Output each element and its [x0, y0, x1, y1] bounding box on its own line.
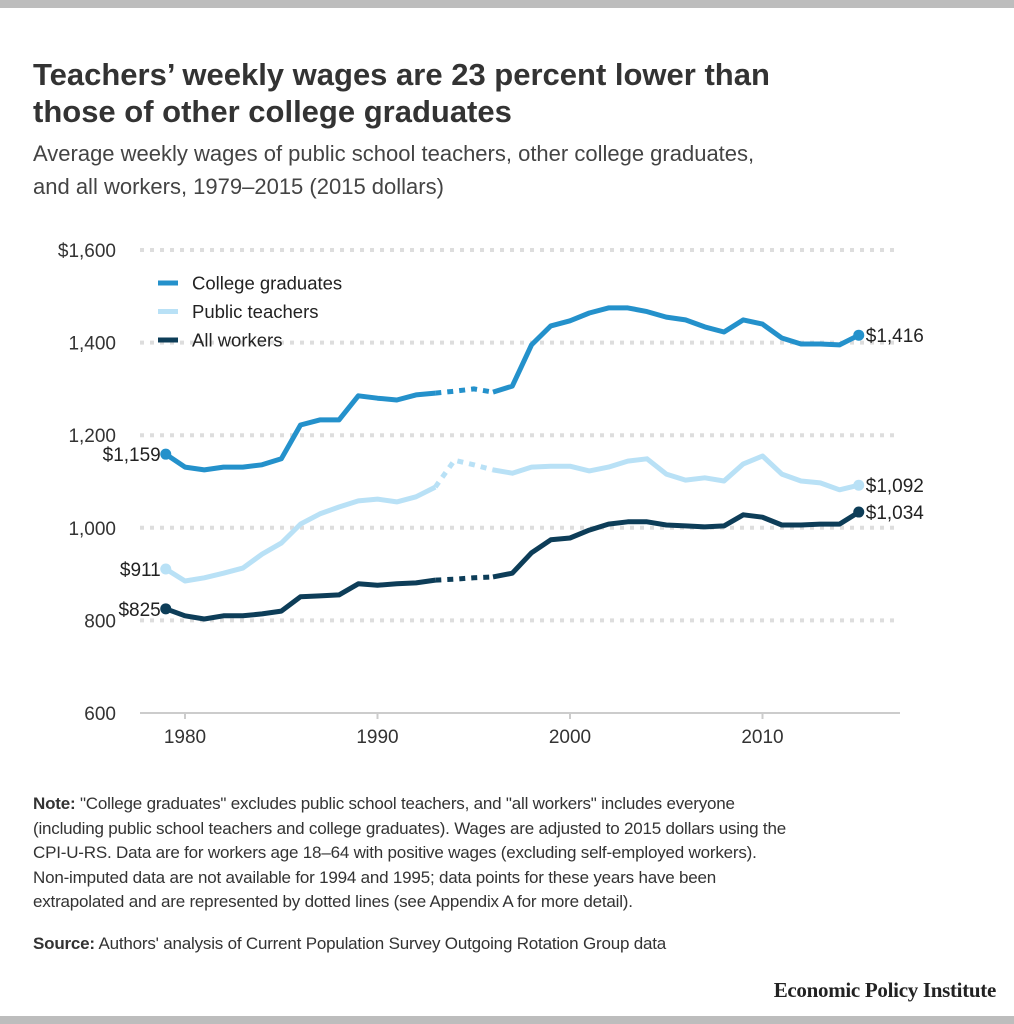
line-chart: 600 800 1,000 1,200 1,400 $1,600 1980 1990 2000 2… [58, 241, 925, 748]
subtitle-line: and all workers, 1979–2015 (2015 dollars… [33, 174, 444, 199]
series-line-solid [164, 390, 436, 473]
chart-subtitle: Average weekly wages of public school te… [33, 137, 993, 203]
chart-title: Teachers’ weekly wages are 23 percent lo… [33, 56, 993, 130]
legend-label: Public teachers [192, 301, 318, 322]
end-point [853, 479, 865, 491]
legend-label: All workers [192, 330, 282, 351]
x-tick-label: 1980 [164, 727, 206, 748]
x-tick-label: 2000 [549, 727, 591, 748]
y-tick-label: $1,600 [58, 241, 116, 262]
note-line: extrapolated and are represented by dott… [33, 892, 633, 911]
source-label: Source: [33, 934, 95, 953]
end-value-label: $1,034 [866, 503, 925, 524]
series-line-solid [492, 305, 860, 395]
top-border [0, 0, 1014, 8]
legend-label: College graduates [192, 273, 342, 294]
note-label: Note: [33, 794, 76, 813]
subtitle-line: Average weekly wages of public school te… [33, 141, 755, 166]
y-tick-label: 600 [84, 704, 116, 725]
chart-source: Source: Authors' analysis of Current Pop… [33, 934, 666, 954]
note-line: Non-imputed data are not available for 1… [33, 867, 717, 887]
start-value-label: $1,159 [103, 445, 161, 466]
y-tick-label: 1,400 [68, 334, 116, 355]
note-line: CPI-U-RS. Data are for workers age 18–64… [33, 843, 757, 862]
source-text: Authors' analysis of Current Population … [94, 934, 667, 953]
y-tick-label: 1,200 [68, 426, 116, 447]
title-line: those of other college graduates [33, 94, 512, 129]
series-line-solid [492, 509, 861, 580]
series-line-dotted [433, 457, 494, 489]
start-point [160, 563, 172, 575]
chart-note: Note: "College graduates" excludes publi… [33, 792, 1003, 915]
y-tick-label: 800 [84, 611, 116, 632]
start-point [160, 448, 172, 460]
end-point [853, 329, 865, 341]
bottom-border [0, 1016, 1014, 1024]
end-value-label: $1,092 [866, 476, 924, 497]
start-value-label: $911 [120, 560, 161, 581]
epi-logo: Economic Policy Institute [773, 978, 997, 1002]
series-line-solid [164, 577, 436, 622]
title-line: Teachers’ weekly wages are 23 percent lo… [33, 57, 770, 92]
series-line-solid [164, 484, 437, 584]
x-tick-label: 1990 [356, 727, 398, 748]
y-tick-label: 1,000 [68, 519, 116, 540]
note-line: "College graduates" excludes public scho… [75, 794, 735, 813]
series-line-dotted [435, 574, 494, 583]
end-value-label: $1,416 [866, 326, 924, 347]
series-line-solid [492, 453, 860, 493]
start-value-label: $825 [118, 600, 160, 621]
series-line-dotted [435, 386, 494, 396]
x-tick-label: 2010 [741, 727, 783, 748]
note-line: (including public school teachers and co… [33, 818, 786, 838]
start-point [160, 603, 172, 615]
end-point [853, 506, 865, 518]
